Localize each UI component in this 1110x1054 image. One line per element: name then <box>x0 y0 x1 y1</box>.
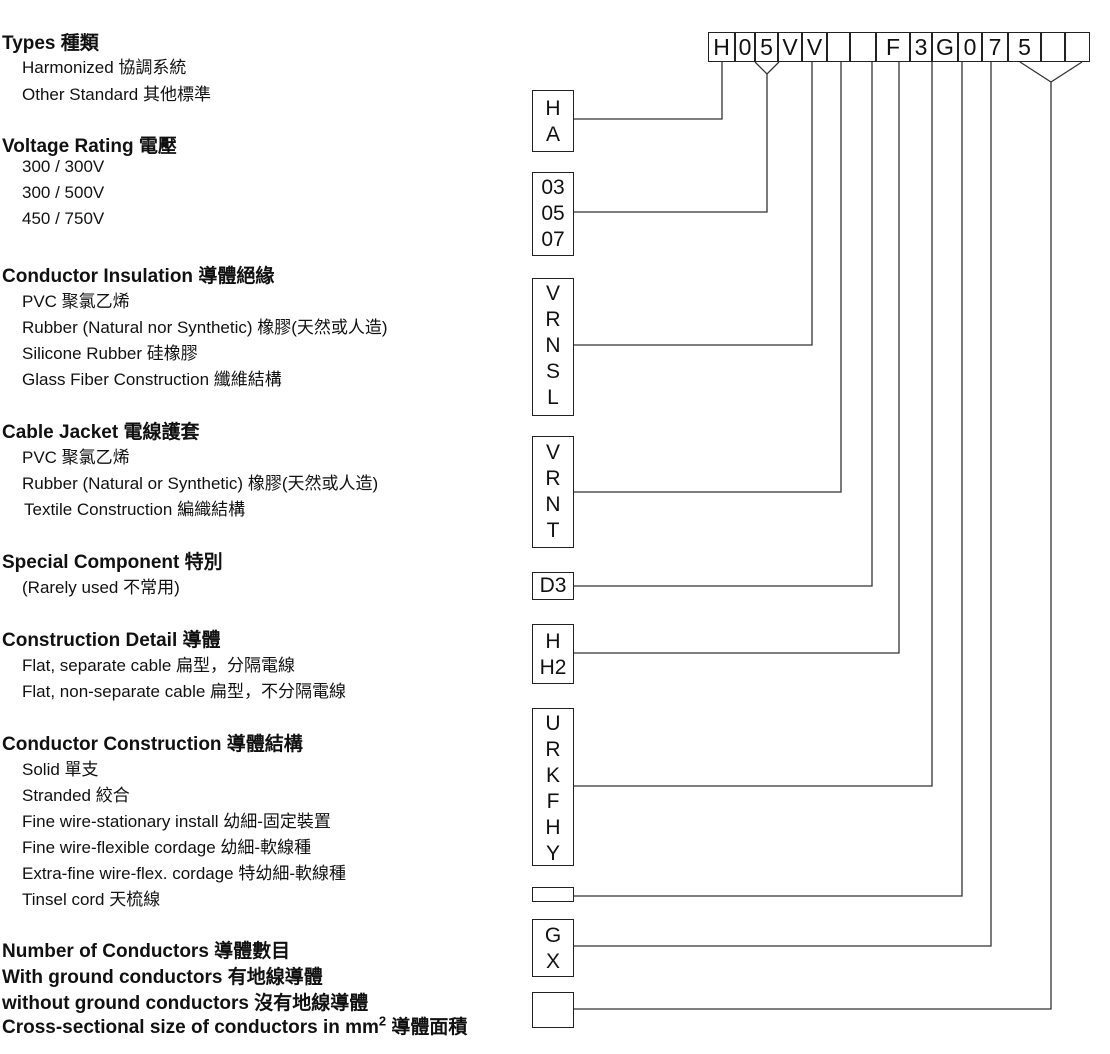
item-without-ground: without ground conductors 沒有地線導體 <box>2 993 369 1014</box>
item-tinsel-cord: Tinsel cord 天梳線 <box>22 890 161 909</box>
heading-construction-detail: Construction Detail 導體 <box>2 630 221 651</box>
item-450-750: 450 / 750V <box>22 209 105 228</box>
item-flat-non-separate: Flat, non-separate cable 扁型，不分隔電線 <box>22 682 347 701</box>
item-rarely-used: (Rarely used 不常用) <box>22 578 180 597</box>
code-cell-5: V <box>802 32 827 62</box>
item-cross-section: Cross-sectional size of conductors in mm… <box>2 1013 468 1038</box>
item-harmonized: Harmonized 協調系統 <box>22 58 187 77</box>
code-cell-14 <box>1041 32 1065 62</box>
heading-insulation: Conductor Insulation 導體絕緣 <box>2 266 275 287</box>
item-stranded: Stranded 絞合 <box>22 786 130 805</box>
code-box-cross-section <box>532 992 574 1028</box>
item-fine-stationary: Fine wire-stationary install 幼細-固定裝置 <box>22 812 331 831</box>
item-insulation-pvc: PVC 聚氯乙烯 <box>22 292 130 311</box>
item-insulation-rubber: Rubber (Natural nor Synthetic) 橡膠(天然或人造) <box>22 318 388 337</box>
heading-conductor-construction: Conductor Construction 導體結構 <box>2 734 303 755</box>
heading-conductors: Number of Conductors 導體數目 <box>2 941 291 962</box>
item-jacket-pvc: PVC 聚氯乙烯 <box>22 448 130 467</box>
code-cell-9: 3 <box>910 32 932 62</box>
code-cell-7 <box>850 32 876 62</box>
code-cell-8: F <box>876 32 910 62</box>
code-cell-3: 5 <box>755 32 778 62</box>
item-jacket-rubber: Rubber (Natural or Synthetic) 橡膠(天然或人造) <box>22 474 379 493</box>
code-box-construction-detail: H H2 <box>532 624 574 684</box>
code-cell-4: V <box>778 32 802 62</box>
code-cell-13: 5 <box>1008 32 1041 62</box>
item-300-300: 300 / 300V <box>22 157 105 176</box>
item-jacket-textile: Textile Construction 編織結構 <box>24 500 246 519</box>
code-box-tinsel <box>532 887 574 902</box>
heading-types: Types 種類 <box>2 33 99 54</box>
heading-special: Special Component 特別 <box>2 552 223 573</box>
code-cell-12: 7 <box>982 32 1008 62</box>
item-insulation-glass: Glass Fiber Construction 纖維結構 <box>22 370 282 389</box>
code-cell-6 <box>827 32 850 62</box>
item-solid: Solid 單支 <box>22 760 99 779</box>
heading-voltage: Voltage Rating 電壓 <box>2 136 177 157</box>
item-fine-flexible: Fine wire-flexible cordage 幼細-軟線種 <box>22 838 312 857</box>
code-cell-2: 0 <box>735 32 755 62</box>
code-cell-1: H <box>708 32 735 62</box>
item-insulation-silicone: Silicone Rubber 硅橡膠 <box>22 344 198 363</box>
code-box-voltage: 03 05 07 <box>532 172 574 256</box>
item-300-500: 300 / 500V <box>22 183 105 202</box>
code-cell-10: G <box>932 32 958 62</box>
item-other-standard: Other Standard 其他標準 <box>22 85 211 104</box>
code-cell-11: 0 <box>958 32 982 62</box>
code-cell-15 <box>1065 32 1090 62</box>
heading-jacket: Cable Jacket 電線護套 <box>2 422 200 443</box>
item-with-ground: With ground conductors 有地線導體 <box>2 967 323 988</box>
item-extra-fine: Extra-fine wire-flex. cordage 特幼細-軟線種 <box>22 864 347 883</box>
code-box-special: D3 <box>532 572 574 600</box>
item-flat-separate: Flat, separate cable 扁型，分隔電線 <box>22 656 296 675</box>
